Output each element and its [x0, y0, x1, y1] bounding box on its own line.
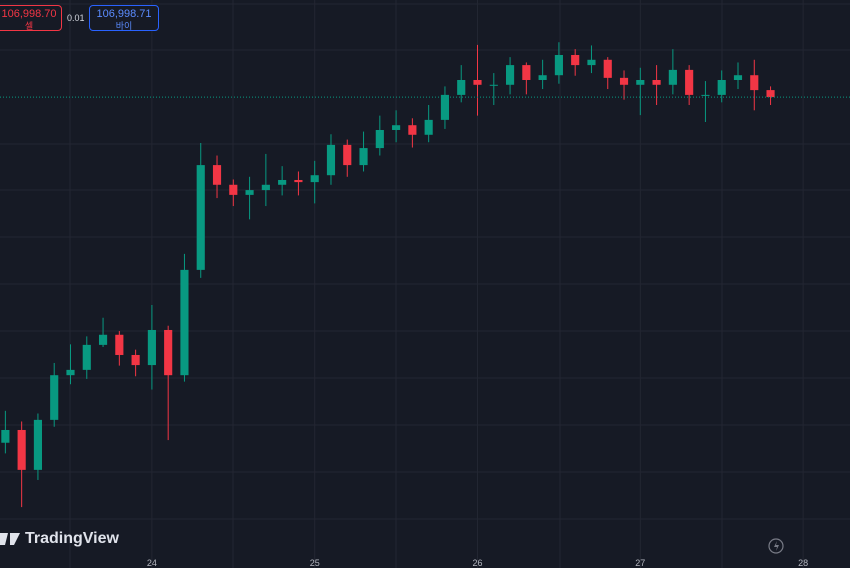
- candle-body: [278, 179, 287, 185]
- candle-body: [212, 165, 222, 185]
- candle-body: [554, 54, 563, 76]
- x-tick-label: 25: [310, 558, 320, 568]
- buy-button[interactable]: 106,998.71 바이: [89, 5, 159, 31]
- candle-body: [147, 329, 156, 366]
- candle-body: [766, 90, 775, 98]
- candle-body: [310, 175, 319, 183]
- candle-body: [229, 184, 238, 195]
- candle-body: [164, 329, 173, 376]
- candle-body: [652, 79, 661, 85]
- sell-price: 106,998.70: [1, 8, 57, 20]
- sell-button[interactable]: 106,998.70 셀: [0, 5, 62, 31]
- x-tick-label: 24: [147, 558, 157, 568]
- candle-body: [131, 354, 140, 366]
- buy-label: 바이: [115, 21, 133, 31]
- candle-body: [196, 165, 205, 270]
- candle-body: [82, 344, 91, 370]
- candle-body: [571, 54, 580, 66]
- candle-body: [408, 125, 417, 135]
- candle-body: [50, 375, 59, 420]
- candle-body: [424, 119, 433, 135]
- replay-button[interactable]: [768, 538, 784, 554]
- x-tick-label: 27: [635, 558, 645, 568]
- candle-body: [636, 79, 645, 85]
- candle-body: [392, 125, 401, 130]
- candle-body: [717, 79, 726, 95]
- spread: 0.01: [67, 13, 85, 23]
- candle-body: [33, 419, 43, 470]
- candle-body: [375, 129, 384, 149]
- candle-body: [294, 179, 303, 183]
- candle-body: [538, 75, 547, 80]
- candle-body: [66, 369, 75, 376]
- candle-body: [115, 334, 124, 355]
- candle-body: [359, 148, 368, 166]
- x-tick-label: 28: [798, 558, 808, 568]
- logo-mark: [0, 533, 20, 545]
- candle-body: [587, 59, 596, 66]
- candle-body: [245, 190, 254, 195]
- candle-body: [668, 69, 677, 85]
- logo-text: TradingView: [25, 530, 119, 547]
- candle-body: [603, 59, 612, 78]
- candle-body: [180, 269, 189, 376]
- candle-body: [1, 429, 10, 443]
- candle-body: [261, 184, 270, 191]
- candle-body: [522, 65, 531, 80]
- candle-body: [440, 94, 450, 120]
- candle-body: [473, 79, 482, 85]
- candle-body: [505, 65, 515, 85]
- candle-body: [489, 84, 498, 86]
- candle-body: [326, 144, 336, 176]
- candle-body: [685, 69, 694, 95]
- candle-body: [750, 75, 759, 91]
- buy-price: 106,998.71: [96, 8, 152, 20]
- candle-body: [619, 77, 629, 85]
- candle-body: [98, 334, 108, 345]
- candle-body: [701, 94, 710, 96]
- candle-body: [17, 429, 26, 470]
- sell-label: 셀: [24, 21, 34, 31]
- candle-body: [343, 144, 352, 166]
- candle-body: [457, 79, 466, 95]
- candle-body: [733, 75, 743, 80]
- x-tick-label: 26: [472, 558, 482, 568]
